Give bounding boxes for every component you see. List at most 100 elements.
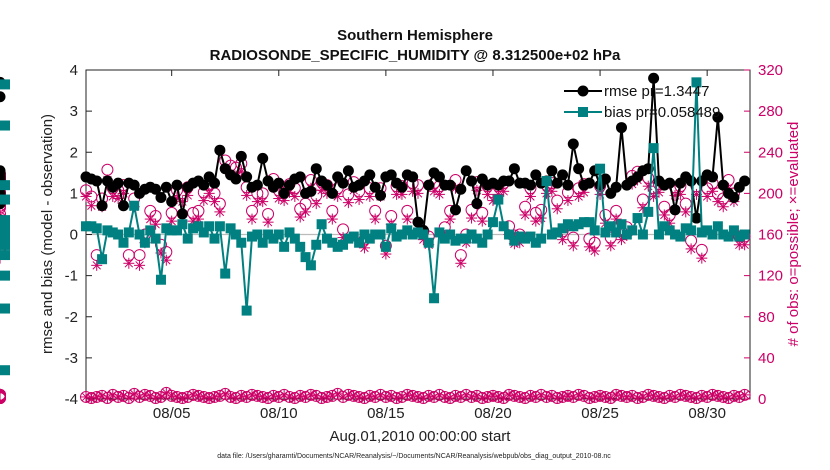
obs-evaluated-point <box>262 216 274 228</box>
rmse-point <box>685 175 697 187</box>
bias-point <box>150 233 161 244</box>
bias-point <box>498 221 509 232</box>
rmse-point <box>508 163 520 175</box>
obs-evaluated-point <box>707 185 719 197</box>
obs-evaluated-point <box>508 390 520 402</box>
bias-point <box>616 219 627 230</box>
bias-point <box>739 229 750 240</box>
obs-evaluated-point <box>433 389 445 401</box>
rmse-point <box>369 181 381 193</box>
bias-point <box>327 237 338 248</box>
obs-evaluated-point <box>605 240 617 252</box>
bias-point <box>562 219 573 230</box>
rmse-point <box>712 111 724 123</box>
bias-point <box>86 221 97 232</box>
bias-point <box>413 227 423 238</box>
rmse-point <box>648 72 660 84</box>
rmse-point <box>573 163 585 175</box>
obs-evaluated-point <box>492 391 504 403</box>
obs-evaluated-point <box>562 195 574 207</box>
bias-point <box>670 229 681 240</box>
obs-evaluated-point <box>466 212 478 224</box>
y-axis-label: rmse and bias (model - observation) <box>39 114 56 354</box>
rmse-point <box>0 167 6 179</box>
bias-point <box>686 225 697 236</box>
bias-point <box>81 221 91 232</box>
bias-point <box>97 254 108 265</box>
bias-point <box>300 252 311 263</box>
bias-point <box>279 241 290 252</box>
bias-point <box>514 231 525 242</box>
obs-evaluated-point <box>225 391 237 403</box>
obs-evaluated-point <box>642 180 654 192</box>
obs-evaluated-point <box>685 243 697 255</box>
bias-point <box>600 227 611 238</box>
obs-evaluated-point <box>433 188 445 200</box>
rmse-point <box>235 150 247 162</box>
rmse-point <box>364 169 376 181</box>
bias-point <box>402 225 413 236</box>
rmse-point <box>251 179 263 191</box>
rmse-point <box>112 177 124 189</box>
obs-evaluated-point <box>375 389 387 401</box>
bias-point <box>129 200 140 211</box>
bias-point <box>439 233 450 244</box>
bias-point <box>455 233 466 244</box>
bias-point <box>595 163 606 174</box>
obs-evaluated-point <box>246 213 258 225</box>
rmse-point <box>96 200 108 212</box>
rmse-point <box>530 169 542 181</box>
obs-evaluated-point <box>637 391 649 403</box>
bias-point <box>627 225 638 236</box>
obs-evaluated-point <box>573 389 585 401</box>
obs-evaluated-point <box>214 206 226 218</box>
bias-point <box>530 237 541 248</box>
bias-point <box>273 229 284 240</box>
bias-point <box>161 223 172 234</box>
obs-evaluated-point <box>739 239 751 251</box>
obs-evaluated-point <box>209 196 221 208</box>
rmse-point <box>610 181 622 193</box>
data-file-footnote: data file: /Users/gharamti/Documents/NCA… <box>217 453 611 460</box>
bias-point <box>653 229 664 240</box>
y-tick-label: 0 <box>70 227 78 244</box>
bias-point <box>418 229 429 240</box>
obs-evaluated-point <box>739 389 751 401</box>
bias-point <box>316 219 327 230</box>
obs-evaluated-point <box>273 391 285 403</box>
right-axis-ticks: 0 40 80 120 160 200 240 280 320 <box>744 62 783 408</box>
rmse-point <box>669 204 681 216</box>
obs-evaluated-point <box>546 185 558 197</box>
bias-point <box>0 365 10 376</box>
obs-evaluated-point <box>300 206 312 218</box>
obs-evaluated-point <box>257 391 269 403</box>
obs-evaluated-point <box>85 392 97 404</box>
rmse-point <box>407 171 419 183</box>
bias-point <box>445 229 456 240</box>
obs-evaluated-point <box>262 392 274 404</box>
bias-point <box>552 227 563 238</box>
bias-point <box>734 231 745 242</box>
bias-point <box>172 225 183 236</box>
bias-point <box>305 260 316 271</box>
bias-point <box>263 229 274 240</box>
bias-point <box>702 225 713 236</box>
obs-evaluated-point <box>455 257 467 269</box>
bias-point <box>520 233 531 244</box>
bias-point <box>0 79 10 90</box>
rmse-point <box>128 179 140 191</box>
obs-evaluated-point <box>305 389 317 401</box>
legend: rmse pr=1.3447 bias pr=0.058489 <box>564 83 720 121</box>
rmse-point <box>423 179 435 191</box>
obs-evaluated-point <box>364 190 376 202</box>
rmse-point <box>460 165 472 177</box>
bias-point <box>0 233 10 244</box>
y-tick-label: -4 <box>65 391 78 408</box>
obs-possible-point <box>0 199 6 212</box>
bias-point <box>166 225 177 236</box>
rmse-point <box>257 152 269 164</box>
obs-evaluated-point <box>257 196 269 208</box>
rmse-point <box>209 177 221 189</box>
bias-point <box>573 219 584 230</box>
bias-point <box>0 303 10 314</box>
